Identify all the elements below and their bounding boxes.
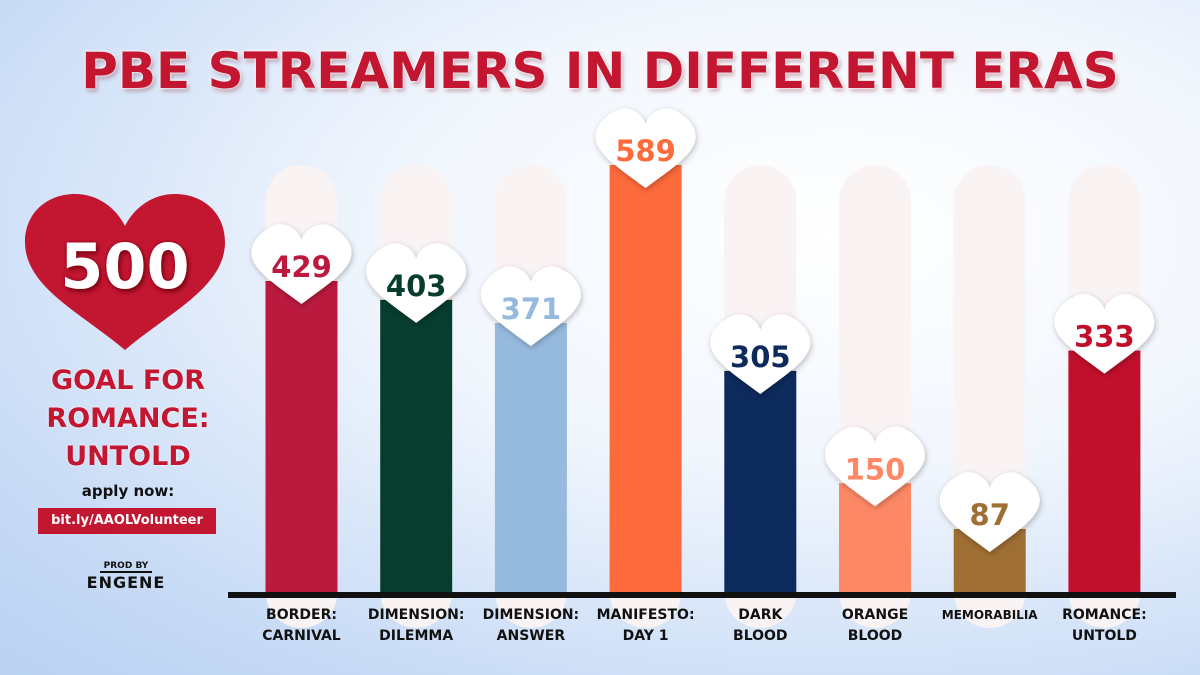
volunteer-link[interactable]: bit.ly/AAOLVolunteer	[38, 508, 216, 534]
category-label: DIMENSION: ANSWER	[471, 605, 591, 647]
bar	[1068, 350, 1141, 592]
data-label: 371	[501, 292, 562, 326]
category-label-line: DILEMMA	[379, 628, 454, 644]
credit-line-2: ENGENE	[86, 573, 166, 592]
category-label-line: MANIFESTO:	[596, 607, 695, 623]
data-label-heart-icon	[939, 472, 1040, 552]
data-label-heart-icon	[366, 243, 467, 323]
category-label: ROMANCE: UNTOLD	[1044, 605, 1164, 647]
category-label: DARK BLOOD	[700, 605, 820, 647]
category-label-line: CARNIVAL	[262, 628, 341, 644]
bar	[724, 370, 797, 592]
category-label-line: DARK	[738, 607, 783, 623]
data-label: 403	[386, 269, 447, 303]
category-label-line: DAY 1	[622, 628, 669, 644]
category-label-line: ROMANCE:	[1062, 607, 1147, 623]
data-label: 87	[970, 498, 1010, 532]
category-label-line: BLOOD	[733, 628, 788, 644]
bar	[265, 280, 338, 592]
apply-now-text: apply now:	[81, 482, 175, 500]
bar	[494, 323, 567, 592]
data-label: 333	[1074, 320, 1135, 354]
x-axis-line	[228, 592, 1176, 598]
category-label-line: MEMORABILIA	[941, 608, 1038, 622]
data-label-heart-icon	[595, 108, 696, 189]
data-label: 305	[730, 340, 791, 374]
category-label-line: ANSWER	[496, 628, 566, 644]
data-label-heart-icon	[825, 426, 925, 507]
category-label-line: ORANGE	[841, 607, 909, 623]
category-label: BORDER: CARNIVAL	[242, 605, 362, 647]
data-label: 589	[615, 134, 676, 168]
goal-label-line: UNTOLD	[65, 441, 191, 472]
chart-title: PBE STREAMERS IN DIFFERENT ERAS	[81, 42, 1119, 100]
goal-label-line: ROMANCE:	[46, 403, 210, 434]
data-label-heart-icon	[480, 266, 581, 347]
category-label-line: BORDER:	[266, 607, 337, 623]
data-label: 150	[845, 452, 906, 486]
category-label: ORANGE BLOOD	[815, 605, 935, 647]
credit-line-1: PROD BY	[99, 561, 153, 573]
category-label: MANIFESTO: DAY 1	[586, 605, 706, 647]
category-label-line: DIMENSION:	[367, 607, 465, 623]
category-label: DIMENSION: DILEMMA	[356, 605, 476, 647]
data-label-heart-icon	[1054, 293, 1155, 374]
category-label-line: BLOOD	[847, 628, 903, 644]
goal-heart-icon	[25, 194, 225, 350]
goal-value: 500	[60, 230, 190, 303]
bar	[609, 165, 682, 592]
credit-logo: PROD BY ENGENE	[78, 553, 174, 593]
category-label-line: DIMENSION:	[482, 607, 580, 623]
category-label: MEMORABILIA	[930, 605, 1050, 626]
category-label-line: UNTOLD	[1071, 628, 1137, 644]
bar	[380, 299, 453, 592]
goal-label-line: GOAL FOR	[50, 365, 206, 396]
data-label-heart-icon	[710, 314, 811, 394]
data-label: 429	[271, 250, 332, 284]
data-label-heart-icon	[251, 224, 352, 305]
goal-label: GOAL FOR ROMANCE: UNTOLD	[28, 362, 228, 476]
